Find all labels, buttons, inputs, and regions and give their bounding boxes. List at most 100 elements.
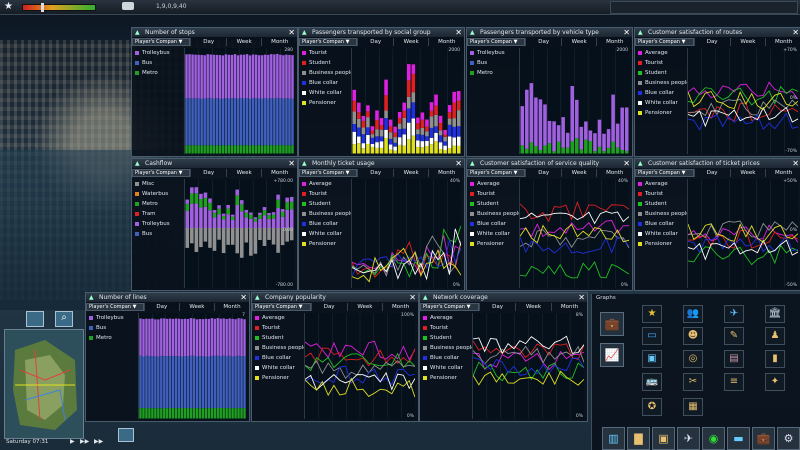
legend-item[interactable]: Tourist (299, 189, 351, 199)
legend-item[interactable]: Bus (132, 58, 184, 68)
legend-item[interactable]: Student (635, 199, 687, 209)
legend-item[interactable]: Trolleybus (467, 48, 519, 58)
tab-week[interactable]: Week (560, 38, 597, 46)
zoom-icon[interactable]: ⌕ (55, 311, 73, 327)
graph-window[interactable]: ▲ Customer satisfaction of service quali… (466, 158, 633, 291)
tab-day[interactable]: Day (357, 38, 393, 46)
legend-item[interactable]: Bus (132, 229, 184, 239)
legend-item[interactable]: Metro (132, 68, 184, 78)
graph-window[interactable]: ▲ Customer satisfaction of ticket prices… (634, 158, 800, 291)
tools-icon[interactable]: ✈ (677, 427, 700, 450)
legend-item[interactable]: White collar (635, 98, 687, 108)
tab-week[interactable]: Week (560, 169, 597, 177)
legend-item[interactable]: Average (252, 313, 304, 323)
legend-item[interactable]: Bus (467, 58, 519, 68)
tab-month[interactable]: Month (428, 169, 464, 177)
close-icon[interactable]: ✕ (240, 293, 247, 302)
tab-week[interactable]: Week (225, 38, 262, 46)
close-icon[interactable]: ✕ (623, 28, 630, 37)
company-selector[interactable]: Player's Compan ▼ (467, 169, 526, 177)
legend-item[interactable]: Pensioner (299, 98, 351, 108)
tab-month[interactable]: Month (596, 169, 632, 177)
close-icon[interactable]: ✕ (623, 159, 630, 168)
legend-item[interactable]: Pensioner (299, 239, 351, 249)
settings-gear-icon[interactable]: ⚙ (777, 427, 800, 450)
close-icon[interactable]: ✕ (455, 159, 462, 168)
window-titlebar[interactable]: ▲ Company popularity ✕ (252, 293, 418, 302)
close-icon[interactable]: ✕ (288, 28, 295, 37)
legend-item[interactable]: Misc (132, 179, 184, 189)
legend-item[interactable]: Average (299, 179, 351, 189)
tab-month[interactable]: Month (765, 169, 800, 177)
money-icon[interactable] (122, 2, 134, 10)
legend-item[interactable]: Trolleybus (86, 313, 138, 323)
legend-item[interactable]: Average (467, 179, 519, 189)
graph-window[interactable]: ▲ Network coverage ✕ Player's Compan ▼ D… (419, 292, 588, 422)
company-selector[interactable]: Player's Compan ▼ (420, 303, 480, 311)
star-rating-icon[interactable]: ★ (642, 305, 662, 323)
graph-window[interactable]: ▲ Passengers transported by vehicle type… (466, 27, 633, 157)
legend-item[interactable]: Blue collar (252, 353, 304, 363)
tab-day[interactable]: Day (190, 169, 226, 177)
tab-month[interactable]: Month (765, 38, 800, 46)
legend-item[interactable]: Blue collar (635, 88, 687, 98)
window-titlebar[interactable]: ▲ Network coverage ✕ (420, 293, 587, 302)
graph-window[interactable]: ▲ Company popularity ✕ Player's Compan ▼… (251, 292, 419, 422)
legend-item[interactable]: Tourist (467, 189, 519, 199)
legend-item[interactable]: Student (467, 199, 519, 209)
legend-item[interactable]: Metro (467, 68, 519, 78)
passenger-icon[interactable]: ♟ (765, 327, 785, 345)
close-icon[interactable]: ✕ (792, 28, 799, 37)
tab-day[interactable]: Day (357, 169, 393, 177)
legend-item[interactable]: Blue collar (420, 353, 472, 363)
map-filter-button[interactable] (26, 311, 44, 327)
tab-month[interactable]: Month (261, 38, 297, 46)
window-titlebar[interactable]: ▲ Cashflow ✕ (132, 159, 297, 168)
tab-week[interactable]: Week (515, 303, 551, 311)
city-info-icon[interactable]: ▥ (602, 427, 625, 450)
tab-week[interactable]: Week (225, 169, 262, 177)
tab-day[interactable]: Day (143, 303, 179, 311)
documents-icon[interactable]: ▤ (724, 350, 744, 368)
legend-item[interactable]: Trolleybus (132, 48, 184, 58)
company-selector[interactable]: Player's Compan ▼ (635, 169, 694, 177)
legend-item[interactable]: Pensioner (252, 373, 304, 383)
company-selector[interactable]: Player's Compan ▼ (467, 38, 526, 46)
tab-week[interactable]: Week (392, 169, 429, 177)
legend-item[interactable]: Metro (132, 199, 184, 209)
graph-window[interactable]: ▲ Number of stops ✕ Player's Compan ▼ Da… (131, 27, 298, 157)
bottles-icon[interactable]: ▮ (765, 350, 785, 368)
legend-item[interactable]: Tourist (252, 323, 304, 333)
company-selector[interactable]: Player's Compan ▼ (299, 38, 358, 46)
legend-item[interactable]: Trolleybus (132, 219, 184, 229)
graph-window[interactable]: ▲ Monthly ticket usage ✕ Player's Compan… (298, 158, 465, 291)
window-titlebar[interactable]: ▲ Customer satisfaction of ticket prices… (635, 159, 800, 168)
legend-item[interactable]: Blue collar (467, 219, 519, 229)
briefcase-icon[interactable]: 💼 (600, 312, 624, 336)
report-icon[interactable]: 📈 (600, 343, 624, 367)
tab-month[interactable]: Month (596, 38, 632, 46)
legend-item[interactable]: Student (420, 333, 472, 343)
wrench-icon[interactable]: ✦ (765, 373, 785, 391)
legend-item[interactable]: Metro (86, 333, 138, 343)
tab-day[interactable]: Day (190, 38, 226, 46)
legend-item[interactable]: Student (635, 68, 687, 78)
window-titlebar[interactable]: ▲ Monthly ticket usage ✕ (299, 159, 464, 168)
tab-day[interactable]: Day (525, 38, 561, 46)
close-icon[interactable]: ✕ (792, 159, 799, 168)
play-button[interactable]: ▶ (70, 438, 75, 445)
legend-item[interactable]: White collar (635, 229, 687, 239)
tab-month[interactable]: Month (382, 303, 418, 311)
crowd-icon[interactable]: ☻ (683, 327, 703, 345)
legend-item[interactable]: Tourist (299, 48, 351, 58)
money-card-icon[interactable]: ▣ (642, 350, 662, 368)
legend-item[interactable]: Tram (132, 209, 184, 219)
tab-month[interactable]: Month (551, 303, 587, 311)
ticket-icon[interactable]: ▭ (642, 327, 662, 345)
tab-month[interactable]: Month (261, 169, 297, 177)
legend-item[interactable]: Business people (635, 78, 690, 88)
company-selector[interactable]: Player's Compan ▼ (635, 38, 694, 46)
legend-item[interactable]: Business people (299, 209, 354, 219)
minimap[interactable] (4, 329, 84, 439)
legend-item[interactable]: White collar (252, 363, 304, 373)
